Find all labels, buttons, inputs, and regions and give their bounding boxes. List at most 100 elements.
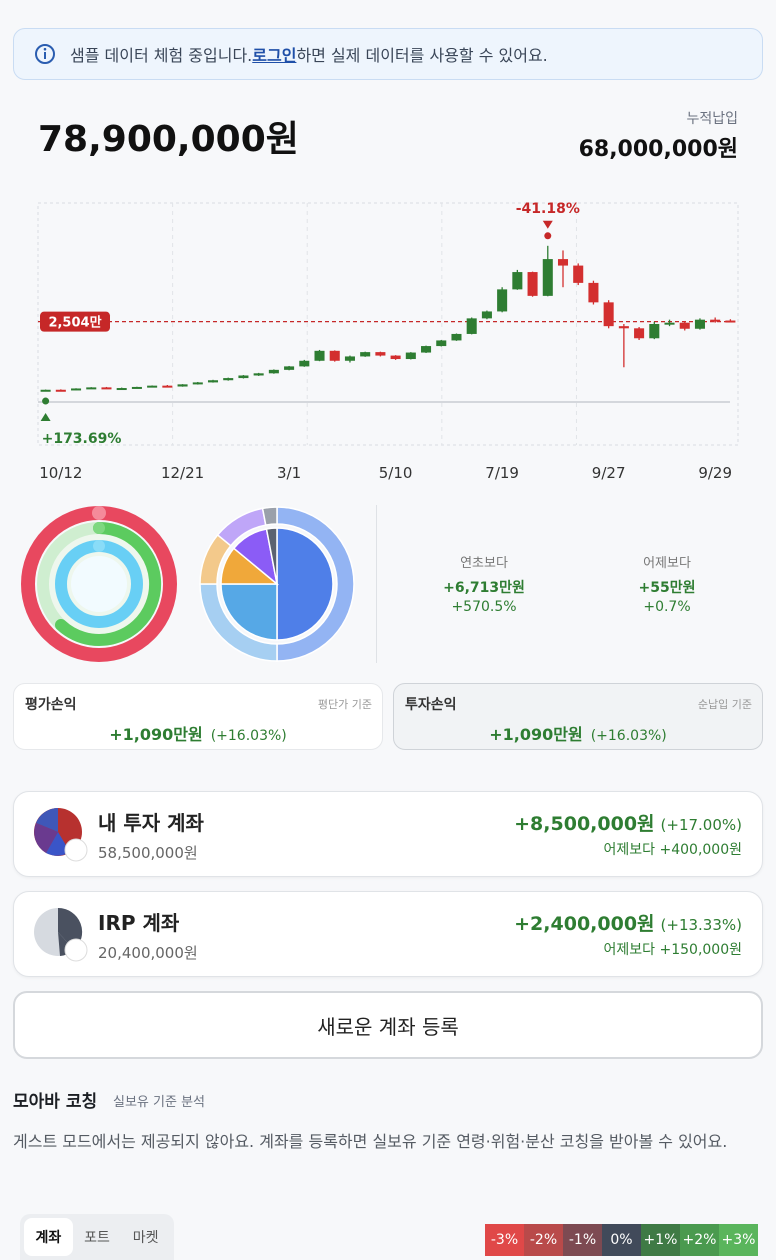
account-profit: +2,400,000원 (+13.33%) — [514, 909, 742, 936]
coaching-title: 모아바 코칭 — [13, 1092, 98, 1112]
x-tick-label: 5/10 — [379, 464, 413, 482]
profit-rate: (+13.33%) — [660, 916, 742, 934]
stat-rate: +0.7% — [643, 599, 691, 615]
account-name: IRP 계좌 — [98, 911, 180, 935]
pnl-value: +1,090만원 (+16.03%) — [394, 721, 762, 745]
legend-swatch: -1% — [563, 1224, 602, 1256]
allocation-slice — [265, 527, 278, 585]
stat-label: 연초보다 — [460, 556, 508, 571]
sample-banner: 샘플 데이터 체험 중입니다. 로그인 하면 실제 데이터를 사용할 수 있어요. — [13, 28, 763, 80]
pnl-title: 평가손익 — [25, 697, 77, 713]
x-tick-label: 9/29 — [698, 464, 732, 482]
account-balance: 58,500,000원 — [98, 844, 198, 862]
candle-body — [329, 350, 340, 361]
pnl-amount: +1,090만원 — [109, 725, 203, 744]
account-balance: 20,400,000원 — [98, 944, 198, 962]
legend-swatch: +2% — [680, 1224, 719, 1256]
candle-body — [55, 389, 66, 392]
login-link[interactable]: 로그인 — [252, 46, 297, 65]
pnl-basis: 평단가 기준 — [317, 698, 372, 711]
candle-body — [603, 302, 614, 327]
low-label: +173.69% — [42, 431, 122, 447]
candle-body — [512, 272, 523, 290]
pnl-value: +1,090만원 (+16.03%) — [14, 721, 382, 745]
coaching-subtitle: 실보유 기준 분석 — [113, 1095, 205, 1110]
pnl-basis: 순납입 기준 — [697, 698, 752, 711]
reference-badge — [40, 311, 110, 332]
candle-body — [375, 352, 386, 356]
candle-body — [40, 389, 51, 392]
profit-amount: +2,400,000원 — [514, 913, 655, 935]
candle-body — [223, 378, 234, 381]
profit-rate: (+17.00%) — [660, 816, 742, 834]
candle-body — [390, 355, 401, 360]
legend-swatch: +3% — [719, 1224, 758, 1256]
candle-body — [344, 356, 355, 361]
candle-body — [147, 385, 158, 388]
allocation-pie — [199, 506, 355, 662]
tab[interactable]: 마켓 — [132, 1230, 159, 1246]
candle-body — [86, 387, 97, 390]
candle-body — [466, 318, 477, 334]
candle-body — [710, 319, 721, 322]
reference-label: 2,504만 — [48, 315, 101, 331]
candle-body — [664, 322, 675, 325]
profit-amount: +8,500,000원 — [514, 813, 655, 835]
candle-body — [436, 340, 447, 347]
pnl-card: 투자손익 순납입 기준 +1,090만원 (+16.03%) — [393, 683, 763, 750]
pnl-rate: (+16.03%) — [590, 728, 667, 744]
account-daily: 어제보다 +150,000원 — [603, 942, 742, 958]
account-card[interactable]: IRP 계좌 20,400,000원 +2,400,000원 (+13.33%) 어제보… — [13, 891, 763, 977]
high-label: -41.18% — [516, 201, 580, 217]
tab-bar: 계좌 포트 마켓 — [20, 1214, 174, 1260]
legend-swatch: -3% — [485, 1224, 524, 1256]
candle-body — [284, 366, 295, 370]
progress-rings — [21, 506, 177, 662]
candle-body — [634, 328, 645, 339]
candle-body — [725, 320, 736, 323]
tab[interactable]: 계좌 — [24, 1218, 73, 1256]
high-arrow — [542, 220, 553, 229]
pnl-rate: (+16.03%) — [210, 728, 287, 744]
candle-body — [192, 382, 203, 385]
legend-swatch: +1% — [641, 1224, 680, 1256]
account-icon — [34, 908, 88, 962]
divider — [376, 505, 377, 663]
allocation-slice — [220, 583, 278, 641]
low-marker — [42, 397, 50, 405]
candle-body — [451, 333, 462, 341]
candle-body — [268, 369, 279, 374]
x-tick-label: 7/19 — [485, 464, 519, 482]
candle-body — [497, 289, 508, 312]
candle-body — [177, 384, 188, 387]
tab[interactable]: 포트 — [84, 1230, 110, 1246]
account-card[interactable]: 내 투자 계좌 58,500,000원 +8,500,000원 (+17.00%) 어제… — [13, 791, 763, 877]
candle-body — [71, 388, 82, 391]
add-account-button[interactable]: 새로운 계좌 등록 — [13, 991, 763, 1059]
account-name: 내 투자 계좌 — [98, 811, 204, 835]
plot-frame — [37, 202, 739, 446]
low-arrow — [40, 413, 51, 422]
legend-swatch: 0% — [602, 1224, 641, 1256]
x-tick-label: 10/12 — [39, 464, 82, 482]
candle-body — [527, 272, 538, 296]
candle-body — [131, 386, 142, 389]
candle-body — [253, 373, 264, 376]
candle-body — [101, 387, 112, 390]
candle-body — [405, 352, 416, 360]
pnl-amount: +1,090만원 — [489, 725, 583, 744]
candle-body — [299, 360, 310, 367]
candle-body — [207, 380, 219, 383]
coaching-body: 게스트 모드에서는 제공되지 않아요. 계좌를 등록하면 실보유 기준 연령·위… — [13, 1132, 728, 1151]
allocation-ring — [261, 506, 278, 526]
stat-amount: +55만원 — [638, 580, 696, 596]
pnl-card: 평가손익 평단가 기준 +1,090만원 (+16.03%) — [13, 683, 383, 750]
pnl-title: 투자손익 — [405, 697, 457, 713]
account-icon — [34, 808, 88, 862]
allocation-slice — [276, 527, 334, 641]
legend-swatch: -2% — [524, 1224, 563, 1256]
candle-body — [360, 352, 371, 357]
paid-value: 68,000,000원 — [578, 137, 738, 162]
total-value: 78,900,000원 — [38, 119, 299, 160]
candle-body — [618, 326, 629, 329]
